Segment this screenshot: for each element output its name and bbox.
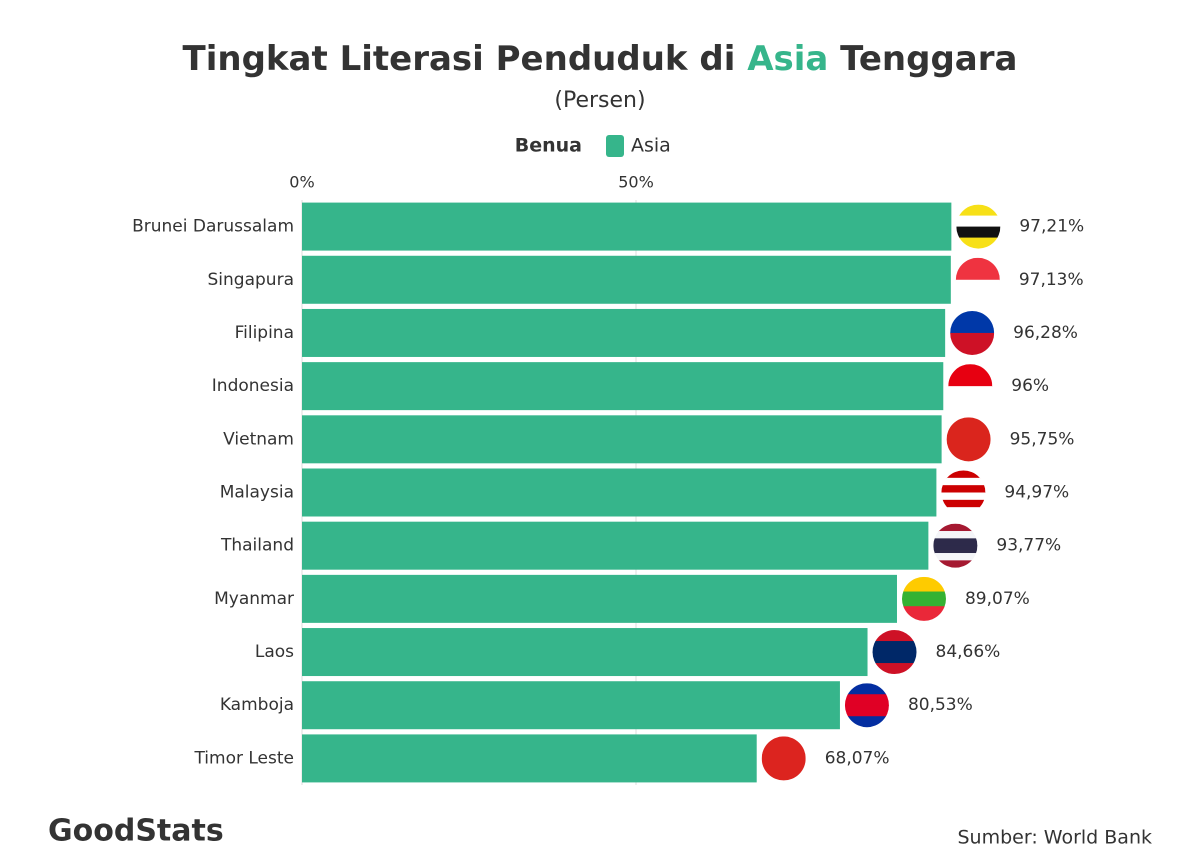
y-tick-label: Timor Leste bbox=[193, 748, 294, 768]
value-label: 93,77% bbox=[996, 536, 1061, 556]
flag-stripe bbox=[761, 736, 806, 781]
legend-title: Benua bbox=[515, 135, 582, 157]
flag bbox=[955, 257, 1000, 302]
flag-stripe bbox=[933, 553, 978, 561]
flag-stripe bbox=[941, 507, 986, 515]
flag-stripe bbox=[933, 560, 978, 568]
value-label: 96,28% bbox=[1013, 323, 1078, 343]
bar bbox=[302, 362, 944, 411]
chart-subtitle: (Persen) bbox=[554, 88, 645, 113]
y-tick-label: Malaysia bbox=[220, 483, 294, 503]
bar bbox=[302, 681, 840, 730]
flag-stripe bbox=[956, 237, 1001, 249]
bar bbox=[302, 255, 951, 304]
bar bbox=[302, 415, 942, 464]
flag-stripe bbox=[941, 492, 986, 501]
flag-stripe bbox=[956, 204, 1001, 217]
flag-stripe bbox=[933, 531, 978, 539]
flag bbox=[844, 683, 889, 728]
flag bbox=[956, 204, 1001, 249]
flag-stripe bbox=[950, 332, 995, 355]
flag-stripe bbox=[948, 386, 993, 409]
flag bbox=[950, 310, 995, 355]
y-tick-label: Indonesia bbox=[212, 376, 294, 396]
flag-stripe bbox=[872, 641, 917, 653]
logo: GoodStats bbox=[48, 814, 224, 849]
flag-stripe bbox=[844, 694, 889, 706]
flag-stripe bbox=[955, 279, 1000, 302]
flag-stripe bbox=[872, 630, 917, 642]
flag-stripe bbox=[950, 310, 995, 334]
value-label: 97,13% bbox=[1019, 270, 1084, 290]
source: Sumber: World Bank bbox=[958, 827, 1153, 849]
bar bbox=[302, 574, 897, 623]
flag-stripe bbox=[901, 591, 946, 607]
flag-stripe bbox=[872, 652, 917, 664]
flag-stripe bbox=[872, 663, 917, 675]
value-label: 96% bbox=[1011, 376, 1049, 396]
flag bbox=[872, 630, 917, 675]
flag-stripe bbox=[844, 716, 889, 728]
flag-stripe bbox=[933, 523, 978, 532]
flag-stripe bbox=[956, 226, 1001, 239]
value-label: 95,75% bbox=[1010, 429, 1075, 449]
bar bbox=[302, 734, 757, 783]
y-tick-label: Brunei Darussalam bbox=[132, 217, 294, 237]
flag-stripe bbox=[844, 683, 889, 695]
flag bbox=[901, 576, 946, 621]
y-tick-label: Singapura bbox=[208, 270, 294, 290]
flag-stripe bbox=[901, 606, 946, 621]
flag-stripe bbox=[941, 485, 986, 493]
bar bbox=[302, 628, 868, 677]
flag-stripe bbox=[901, 576, 946, 593]
flag bbox=[948, 364, 993, 409]
bar bbox=[302, 468, 937, 517]
bar bbox=[302, 308, 946, 357]
flag bbox=[946, 417, 991, 462]
x-tick-label: 50% bbox=[618, 173, 654, 192]
value-label: 94,97% bbox=[1004, 483, 1069, 503]
y-tick-label: Kamboja bbox=[220, 695, 294, 715]
flag-stripe bbox=[844, 705, 889, 717]
flag-stripe bbox=[941, 477, 986, 486]
y-tick-label: Filipina bbox=[235, 323, 294, 343]
flag bbox=[761, 736, 806, 781]
y-tick-label: Laos bbox=[255, 642, 294, 662]
flag-stripe bbox=[946, 417, 991, 462]
value-label: 89,07% bbox=[965, 589, 1030, 609]
y-tick-label: Myanmar bbox=[214, 589, 294, 609]
legend-swatch bbox=[606, 135, 624, 157]
flag-stripe bbox=[941, 499, 986, 508]
legend-label: Asia bbox=[631, 135, 671, 157]
flag-stripe bbox=[933, 538, 978, 547]
bar bbox=[302, 202, 952, 251]
value-label: 84,66% bbox=[936, 642, 1001, 662]
value-label: 68,07% bbox=[825, 748, 890, 768]
flag-stripe bbox=[941, 470, 986, 479]
x-tick-label: 0% bbox=[289, 173, 314, 192]
flag-stripe bbox=[956, 215, 1001, 228]
flag bbox=[933, 523, 978, 568]
flag-stripe bbox=[948, 364, 993, 387]
bar bbox=[302, 521, 929, 570]
value-label: 97,21% bbox=[1019, 217, 1084, 237]
flag bbox=[941, 470, 986, 515]
flag-stripe bbox=[933, 545, 978, 554]
value-label: 80,53% bbox=[908, 695, 973, 715]
flag-stripe bbox=[955, 257, 1000, 281]
y-tick-label: Thailand bbox=[220, 536, 294, 556]
chart-title: Tingkat Literasi Penduduk di Asia Tengga… bbox=[183, 39, 1018, 79]
y-tick-label: Vietnam bbox=[223, 429, 294, 449]
